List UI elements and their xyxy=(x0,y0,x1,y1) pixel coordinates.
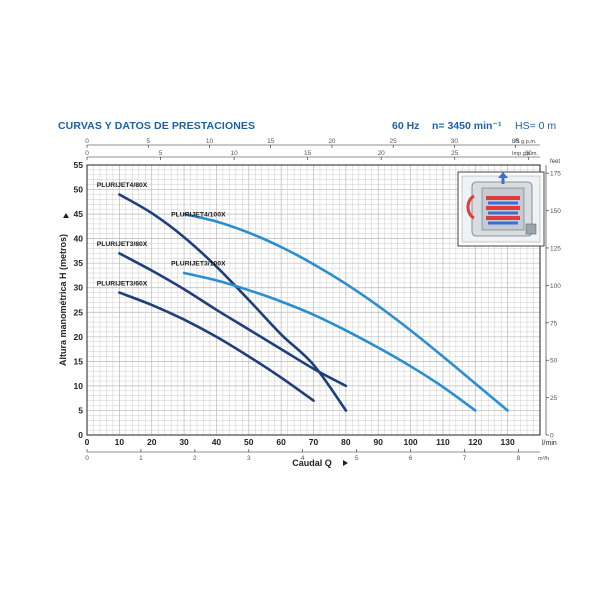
feet-tick-label: 125 xyxy=(550,245,561,252)
chart-labels: PLURIJET4/80X PLURIJET4/100X PLURIJET3/80X… xyxy=(97,182,226,287)
y-tick-label: 25 xyxy=(74,307,84,317)
feet-tick-label: 100 xyxy=(550,283,561,290)
imp-gpm-tick-label: 10 xyxy=(230,150,238,157)
y-tick-label: 15 xyxy=(74,356,84,366)
frequency-label: 60 Hz xyxy=(392,120,420,132)
y-tick-label: 55 xyxy=(74,160,84,170)
feet-tick-label: 175 xyxy=(550,171,561,178)
series-line-plurijet4-80x xyxy=(118,193,348,412)
x-tick-label: 120 xyxy=(468,437,482,447)
imp-gpm-tick-label: 15 xyxy=(304,150,312,157)
y-tick-label: 0 xyxy=(78,430,83,440)
chart-ticks: 0 10 20 30 40 50 60 70 80 90 100 110 120 130051015202… xyxy=(58,138,561,468)
us-gpm-tick-label: 5 xyxy=(146,138,150,145)
series-line-plurijet4-100x xyxy=(182,212,509,412)
us-gpm-tick-label: 35 xyxy=(512,138,520,145)
plot-frame xyxy=(86,164,541,436)
x-tick-label: 130 xyxy=(501,437,515,447)
x-axis-title: Caudal Q xyxy=(292,458,332,468)
us-gpm-unit-label: US g.p.m. xyxy=(512,139,537,145)
speed-label: n= 3450 min⁻¹ xyxy=(432,120,502,132)
us-gpm-tick-label: 10 xyxy=(206,138,214,145)
x-tick-label: 50 xyxy=(244,437,254,447)
x-tick-label: 70 xyxy=(309,437,319,447)
y-tick-label: 30 xyxy=(74,283,84,293)
y-tick-label: 35 xyxy=(74,258,84,268)
x-tick-label: 30 xyxy=(179,437,189,447)
feet-tick-label: 0 xyxy=(550,433,554,440)
feet-tick-label: 75 xyxy=(550,320,558,327)
us-gpm-tick-label: 15 xyxy=(267,138,275,145)
x-tick-label: 110 xyxy=(436,437,450,447)
x-tick-label: 10 xyxy=(115,437,125,447)
chart-header: CURVAS Y DATOS DE PRESTACIONES 60 Hz n= … xyxy=(0,0,600,140)
y-axis-title: Altura manométrica H (metros) xyxy=(58,234,68,366)
us-gpm-tick-label: 0 xyxy=(85,138,89,145)
imp-gpm-tick-label: 20 xyxy=(378,150,386,157)
series-line-plurijet3-80x xyxy=(118,252,348,388)
y-axis-arrow-icon xyxy=(63,213,69,218)
page-title: CURVAS Y DATOS DE PRESTACIONES xyxy=(58,120,256,132)
y-tick-label: 5 xyxy=(78,405,83,415)
x-axis-arrow-icon xyxy=(343,460,348,466)
series-line-plurijet3-100x xyxy=(182,271,477,412)
m3h-tick-label: 6 xyxy=(409,455,413,462)
x-tick-label: 0 xyxy=(85,437,90,447)
x-tick-label: 80 xyxy=(341,437,351,447)
feet-tick-label: 50 xyxy=(550,358,558,365)
m3h-tick-label: 1 xyxy=(139,455,143,462)
x-tick-label: 100 xyxy=(403,437,417,447)
x-tick-label: 90 xyxy=(373,437,383,447)
series-label: PLURIJET4/80X xyxy=(97,182,148,189)
imp-gpm-unit-label: Imp g.p.m. xyxy=(512,151,538,157)
imp-gpm-tick-label: 5 xyxy=(159,150,163,157)
y-tick-label: 20 xyxy=(74,332,84,342)
series-line-plurijet3-60x xyxy=(118,291,315,402)
imp-gpm-tick-label: 30 xyxy=(525,150,533,157)
x-tick-label: 60 xyxy=(276,437,286,447)
m3h-tick-label: 7 xyxy=(463,455,467,462)
series-label: PLURIJET4/100X xyxy=(171,212,226,219)
m3h-tick-label: 3 xyxy=(247,455,251,462)
m3h-tick-label: 2 xyxy=(193,455,197,462)
pump-diagram-icon xyxy=(457,171,545,247)
series-label: PLURIJET3/60X xyxy=(97,280,148,287)
m3h-unit-label: m³/h xyxy=(538,456,549,462)
m3h-tick-label: 4 xyxy=(301,455,305,462)
feet-unit-label: feet xyxy=(550,159,560,165)
us-gpm-tick-label: 20 xyxy=(328,138,336,145)
y-tick-label: 50 xyxy=(74,185,84,195)
imp-gpm-tick-label: 0 xyxy=(85,150,89,157)
lmin-unit-label: l/min xyxy=(542,440,557,447)
feet-tick-label: 25 xyxy=(550,395,558,402)
series-label: PLURIJET3/100X xyxy=(171,261,226,268)
y-tick-label: 10 xyxy=(74,381,84,391)
m3h-tick-label: 5 xyxy=(355,455,359,462)
us-gpm-tick-label: 30 xyxy=(451,138,459,145)
feet-tick-label: 150 xyxy=(550,208,561,215)
us-gpm-tick-label: 25 xyxy=(390,138,398,145)
m3h-tick-label: 0 xyxy=(85,455,89,462)
imp-gpm-tick-label: 25 xyxy=(451,150,459,157)
y-tick-label: 40 xyxy=(74,234,84,244)
y-tick-label: 45 xyxy=(74,209,84,219)
m3h-tick-label: 8 xyxy=(517,455,521,462)
series-label: PLURIJET3/80X xyxy=(97,241,148,248)
x-tick-label: 40 xyxy=(212,437,222,447)
hs-label: HS= 0 m xyxy=(515,120,557,132)
x-tick-label: 20 xyxy=(147,437,157,447)
chart-series xyxy=(118,193,509,412)
chart-axes xyxy=(86,144,549,453)
